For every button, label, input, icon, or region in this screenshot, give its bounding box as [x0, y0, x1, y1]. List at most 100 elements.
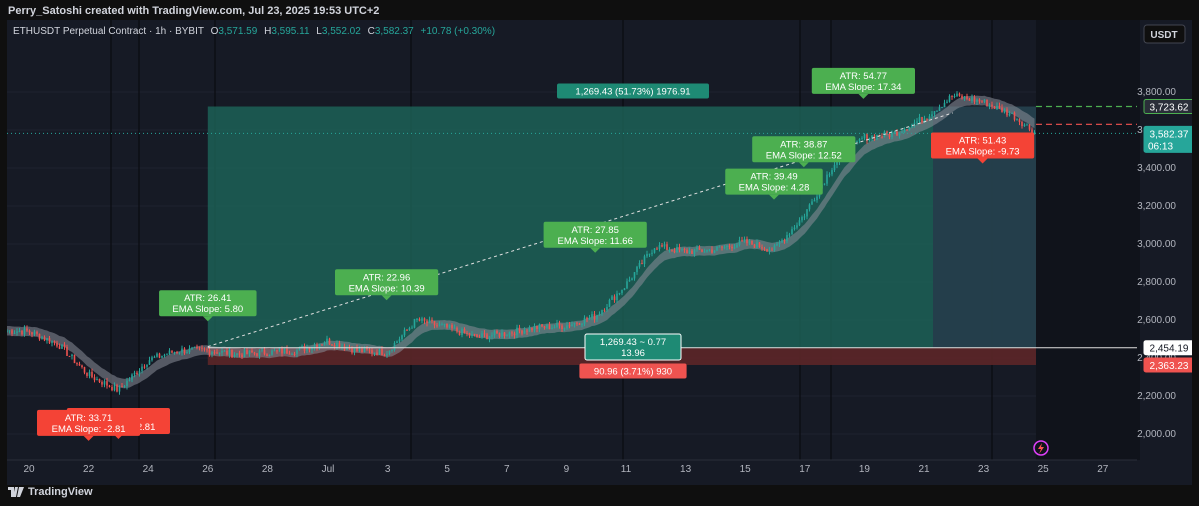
candle-body [983, 99, 986, 102]
candle-body [998, 105, 1001, 108]
candle-body [991, 104, 993, 107]
candle-body [933, 111, 936, 115]
candle-body [148, 360, 151, 365]
candle-body [73, 354, 76, 364]
candle-body [278, 348, 281, 351]
close-label: C [368, 26, 375, 37]
atr-value: ATR: 22.96 [363, 272, 410, 283]
candle-body [326, 338, 328, 344]
candle-body [886, 131, 888, 134]
flash-icon[interactable] [1033, 440, 1049, 456]
close-value: 3,582.37 [375, 26, 414, 37]
atr-annotation-pointer [202, 316, 213, 322]
candle-body [403, 329, 406, 336]
candle-body [903, 129, 906, 133]
candle-body [268, 354, 271, 356]
candle-body [768, 249, 771, 252]
candle-body [383, 355, 386, 357]
price-badge[interactable]: 2,363.23 [1143, 357, 1192, 373]
candle-body [956, 93, 958, 96]
candle-body [896, 131, 898, 136]
candle-body [66, 346, 68, 356]
candle-body [803, 216, 806, 218]
candle-body [131, 374, 133, 380]
candle-body [936, 110, 938, 112]
candle-body [371, 350, 373, 354]
candle-body [23, 328, 26, 335]
candle-body [146, 364, 148, 367]
candle-body [261, 349, 263, 351]
candle-body [193, 346, 196, 348]
candle-body [338, 343, 341, 349]
x-tick-label: 19 [859, 464, 871, 475]
candle-body [306, 347, 308, 351]
candle-body [918, 117, 921, 122]
price-chart[interactable]: 1,269.43 (51.73%) 1976.91 1,269.43 ~ 0.77… [7, 20, 1192, 485]
candle-body [493, 331, 496, 336]
candle-body [426, 320, 428, 324]
candle-body [223, 350, 226, 352]
candle-body [668, 249, 671, 251]
chart-frame[interactable]: 1,269.43 (51.73%) 1976.91 1,269.43 ~ 0.77… [7, 20, 1192, 485]
candle-body [551, 327, 553, 330]
candle-body [938, 107, 941, 111]
candle-body [1013, 112, 1016, 120]
candle-body [741, 240, 743, 242]
candle-body [1008, 113, 1011, 116]
candle-body [468, 333, 471, 336]
candle-body [816, 196, 818, 201]
candle-body [436, 325, 438, 327]
price-badge[interactable]: 3,723.62 [1143, 99, 1192, 115]
candle-body [208, 349, 211, 355]
candle-body [178, 352, 181, 354]
candle-body [198, 347, 201, 349]
candle-body [776, 243, 778, 246]
candle-body [826, 174, 828, 184]
candle-body [606, 306, 608, 311]
candle-body [423, 318, 426, 321]
candle-body [973, 97, 976, 102]
high-label: H [264, 26, 271, 37]
candle-body [476, 334, 478, 337]
candle-body [353, 347, 356, 353]
footer-brand[interactable]: TradingView [8, 486, 93, 498]
candle-body [143, 366, 146, 368]
candle-body [996, 105, 998, 109]
candle-body [358, 348, 361, 351]
candle-body [671, 249, 673, 251]
candle-body [771, 249, 773, 251]
candle-body [416, 318, 418, 320]
candle-body [781, 240, 783, 243]
atr-value: ATR: 27.85 [572, 225, 619, 236]
candle-body [783, 240, 786, 242]
candle-body [588, 317, 591, 320]
x-tick-label: 11 [621, 464, 632, 475]
candle-body [801, 217, 803, 221]
x-tick-label: 23 [978, 464, 990, 475]
candle-body [118, 386, 121, 392]
candle-body [291, 353, 293, 355]
candle-body [473, 333, 476, 335]
candle-body [101, 381, 103, 385]
candle-body [746, 238, 748, 244]
price-badge-bg [1143, 99, 1192, 115]
candle-body [288, 353, 291, 355]
candle-body [203, 348, 206, 350]
candle-body [641, 262, 643, 264]
candle-body [906, 129, 908, 131]
candle-body [76, 363, 78, 365]
candle-body [46, 338, 48, 341]
candle-body [303, 346, 306, 351]
candle-body [811, 201, 813, 205]
price-badge-text: 2,454.19 [1150, 344, 1189, 355]
currency-button[interactable]: USDT [1143, 24, 1186, 44]
price-badge[interactable]: 2,454.19 [1143, 340, 1192, 356]
candle-body [421, 318, 423, 321]
candle-body [501, 332, 503, 337]
candle-body [778, 242, 781, 244]
candle-body [111, 386, 113, 391]
ema-slope-value: EMA Slope: 5.80 [172, 304, 243, 315]
